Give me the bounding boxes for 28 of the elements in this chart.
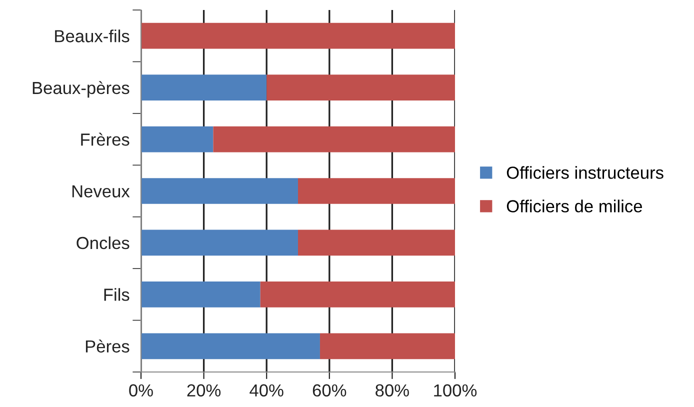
x-tick-label: 60% <box>312 384 346 397</box>
bar <box>260 282 455 308</box>
bar <box>141 178 298 204</box>
legend-label: Officiers de milice <box>506 200 642 212</box>
bar <box>320 333 455 360</box>
x-tick-label: 0% <box>129 384 153 397</box>
bar <box>298 178 455 204</box>
bar <box>298 230 455 256</box>
y-tick-label: Neveux <box>72 185 130 198</box>
y-tick-label: Frères <box>81 132 130 146</box>
y-tick-label: Beaux-fils <box>55 30 130 42</box>
bar <box>141 22 455 49</box>
legend-label: Officiers instructeurs <box>506 166 664 179</box>
x-tick-label: 80% <box>376 384 409 397</box>
y-tick-label: Pères <box>86 340 130 353</box>
y-tick-label: Oncles <box>76 236 130 250</box>
x-tick-label: 40% <box>250 384 284 397</box>
bar <box>141 282 260 308</box>
bar <box>266 74 455 100</box>
bar <box>141 126 214 152</box>
x-tick-label: 20% <box>187 384 221 397</box>
x-tick-label: 100% <box>434 384 477 397</box>
bar <box>141 230 298 256</box>
bar <box>141 333 320 360</box>
bar <box>213 126 455 152</box>
bar <box>141 74 267 100</box>
y-tick-label: Fils <box>104 288 130 301</box>
y-tick-label: Beaux-pères <box>32 81 130 98</box>
